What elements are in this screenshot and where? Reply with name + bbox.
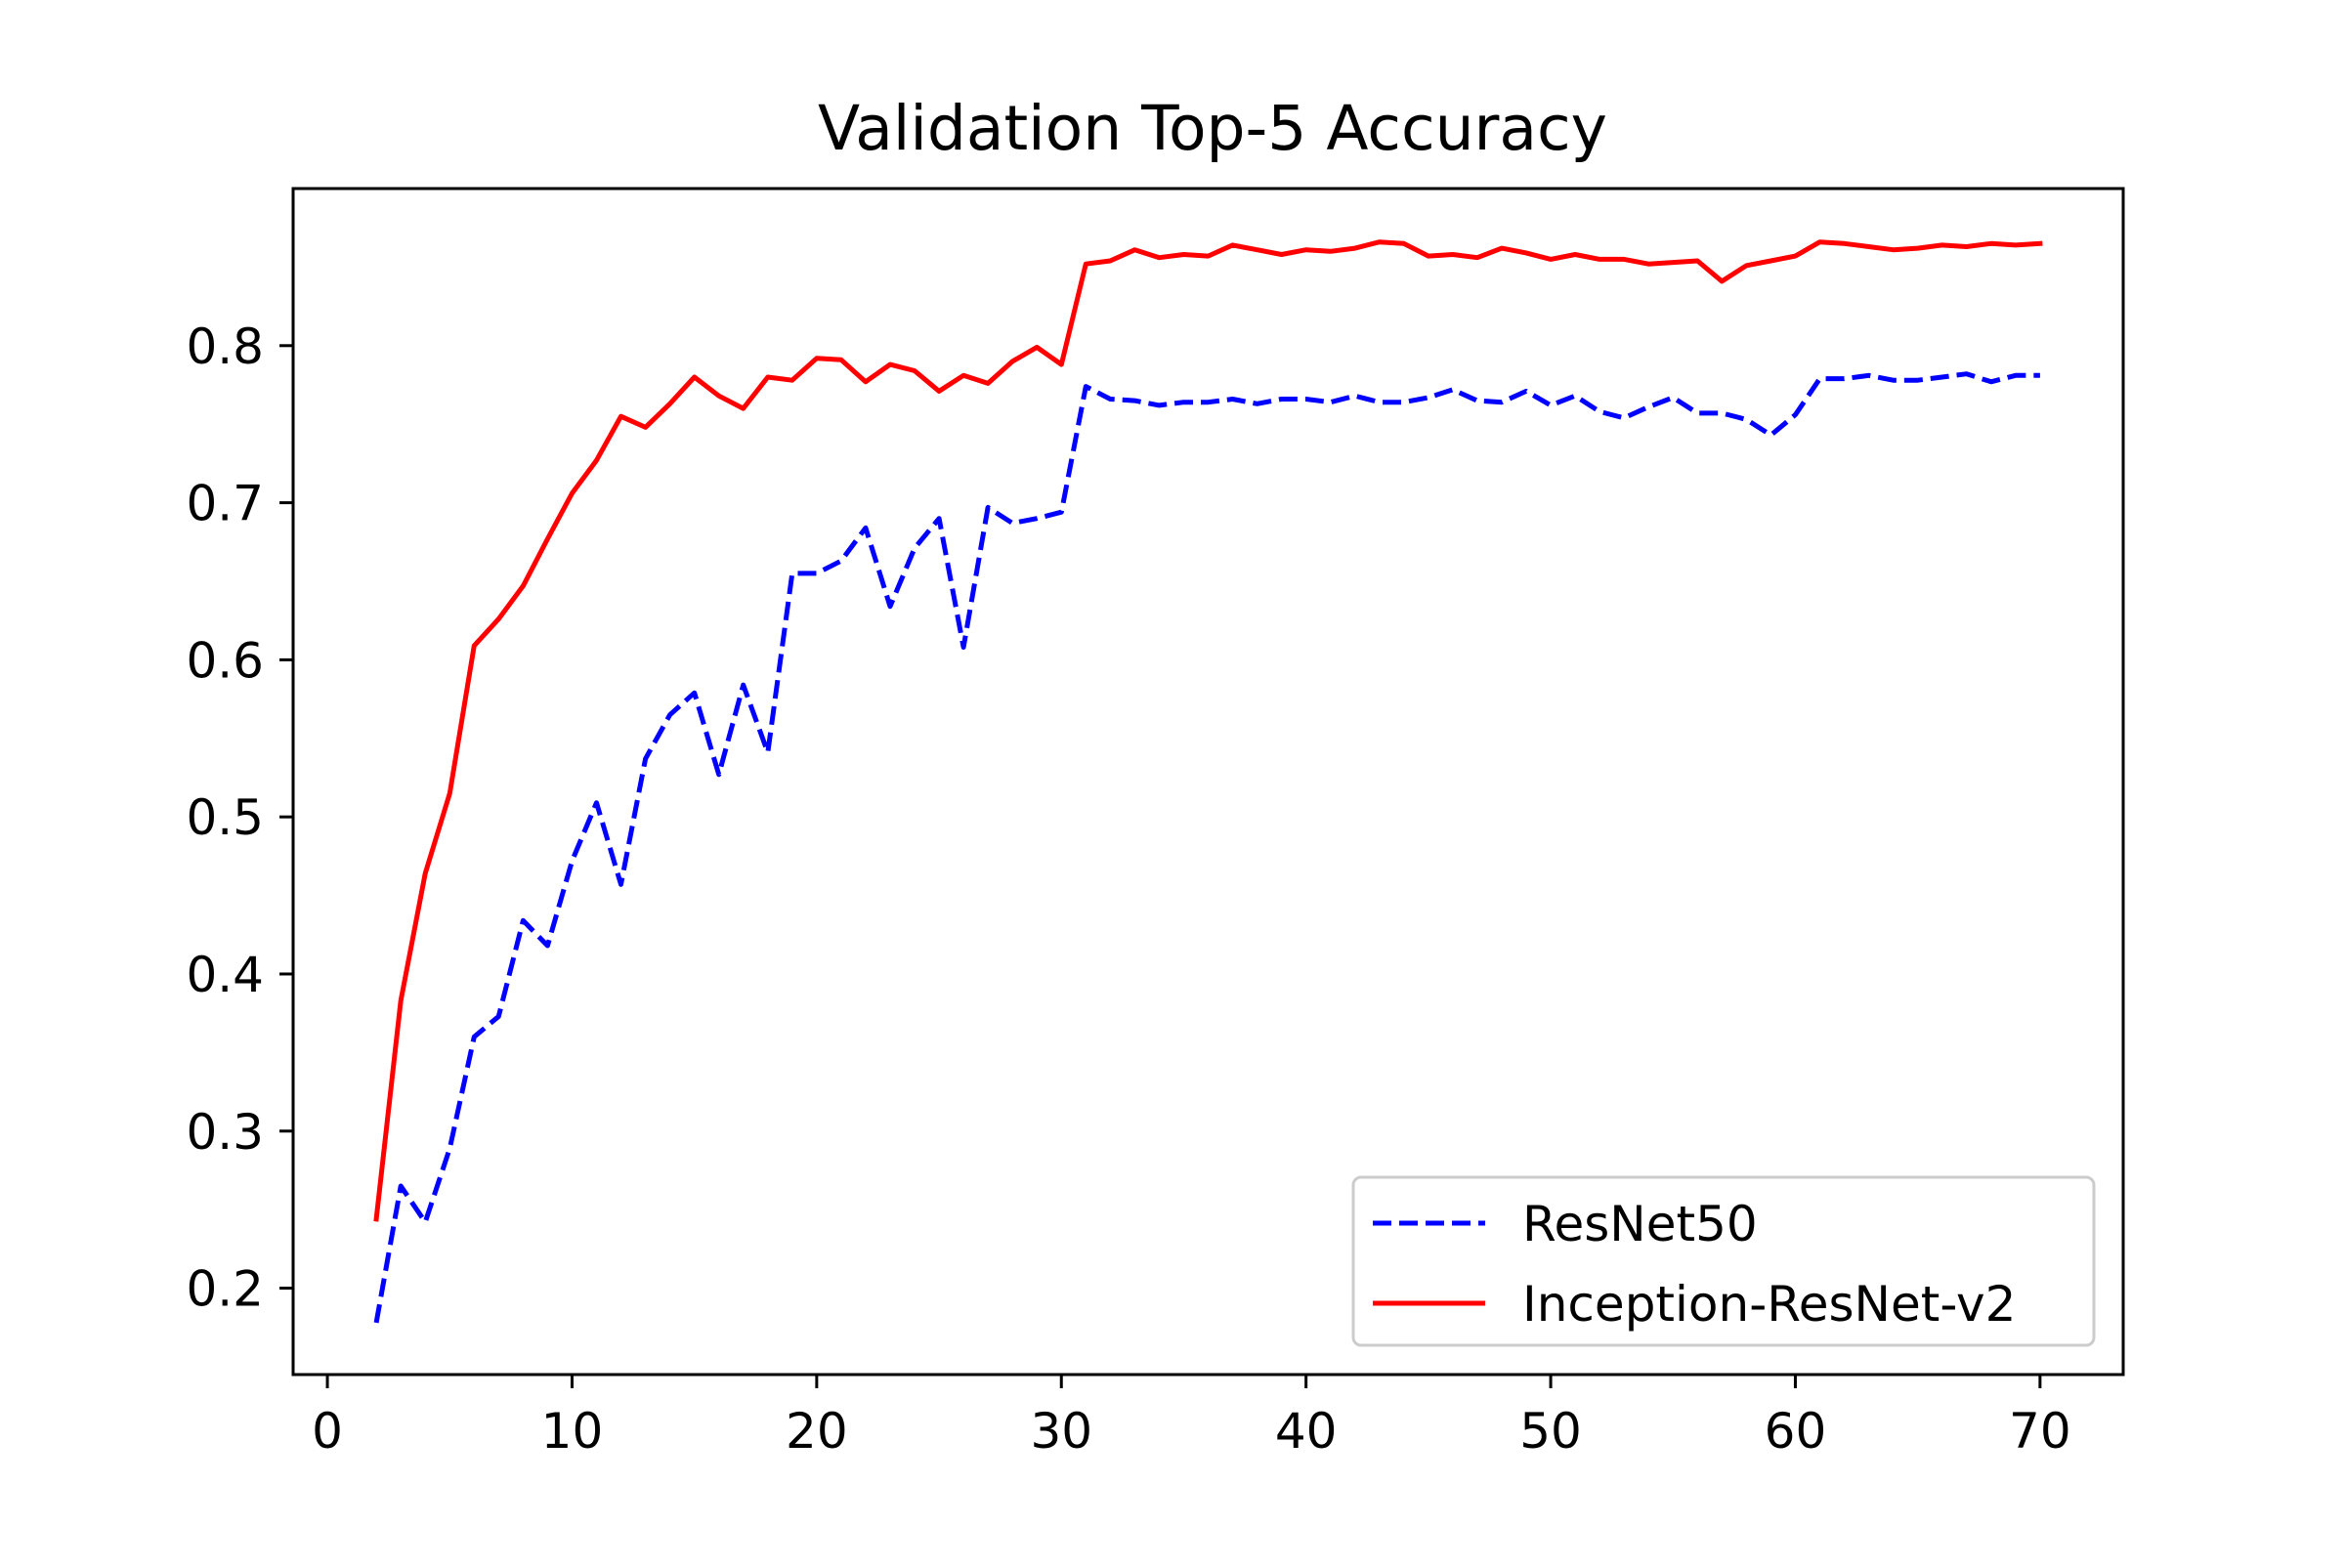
x-tick-label: 30 [1030, 1403, 1092, 1460]
series-line-0 [373, 371, 2040, 1324]
x-tick-label: 70 [2009, 1403, 2071, 1460]
y-tick-label: 0.6 [186, 632, 264, 689]
y-tick-label: 0.5 [186, 789, 264, 846]
legend: ResNet50 Inception-ResNet-v2 [1351, 1175, 2096, 1347]
x-tick-label: 20 [786, 1403, 848, 1460]
x-tick-label: 60 [1765, 1403, 1827, 1460]
plot-area [373, 239, 2043, 1324]
y-tick-label: 0.7 [186, 476, 264, 532]
x-tick-label: 40 [1275, 1403, 1338, 1460]
x-tick-label: 0 [312, 1403, 343, 1460]
chart-title: Validation Top-5 Accuracy [818, 93, 1607, 164]
axes: 0 10 20 30 40 50 60 70 0.2 0.3 0.4 0.5 0.6 0.7 0.8 [186, 187, 2125, 1460]
legend-label-1: Inception-ResNet-v2 [1522, 1276, 2016, 1333]
y-tick-label: 0.8 [186, 318, 264, 375]
y-tick-label: 0.4 [186, 947, 264, 1003]
series-line-1 [373, 239, 2043, 1222]
legend-label-0: ResNet50 [1522, 1196, 1758, 1252]
x-tick-label: 10 [541, 1403, 604, 1460]
x-tick-label: 50 [1519, 1403, 1582, 1460]
y-tick-label: 0.3 [186, 1104, 264, 1161]
legend-box [1351, 1175, 2096, 1347]
axes-frame [291, 187, 2125, 1377]
y-tick-label: 0.2 [186, 1261, 264, 1318]
